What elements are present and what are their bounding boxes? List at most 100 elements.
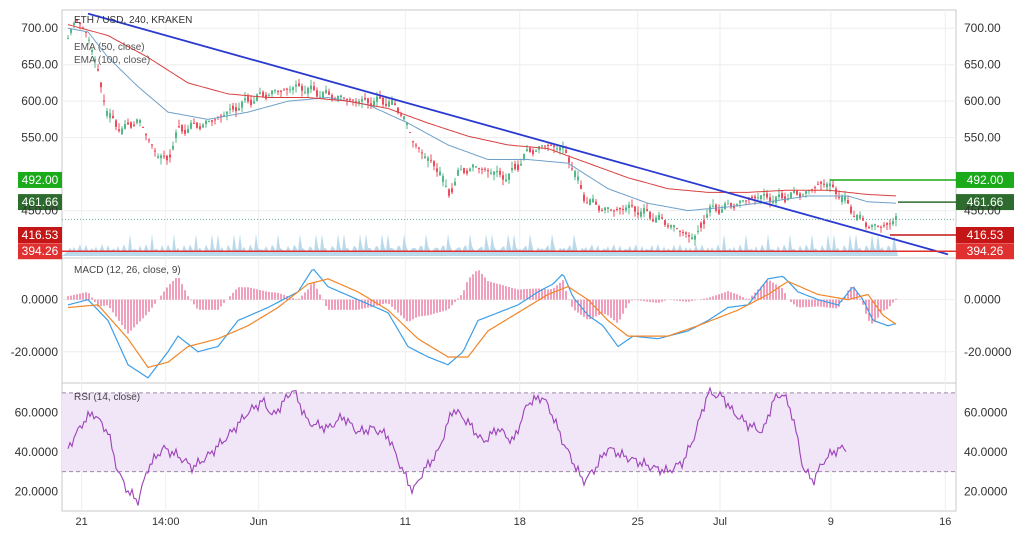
candle-body (88, 39, 90, 41)
candle-body (742, 200, 744, 202)
price-label-right-bg (956, 171, 1014, 188)
price-label-left: 492.00 (22, 173, 59, 187)
candle-body (763, 193, 765, 196)
candle-body (676, 228, 678, 230)
macd-tick-left: 0.0000 (21, 293, 58, 307)
candle-body (337, 95, 339, 100)
candle-body (535, 150, 537, 152)
candle-body (889, 223, 891, 225)
candle-body (82, 27, 84, 29)
candle-body (604, 207, 606, 211)
candle-body (517, 164, 519, 170)
candle-body (583, 194, 585, 202)
candle-body (238, 108, 240, 111)
candle-body (364, 97, 366, 100)
candle-body (790, 192, 792, 199)
candle-body (136, 119, 138, 123)
candle-body (772, 201, 774, 203)
candle-body (781, 193, 783, 199)
candle-body (319, 96, 321, 98)
candle-body (412, 141, 414, 143)
candle-body (427, 157, 429, 161)
candle-body (214, 119, 216, 121)
candle-body (424, 156, 426, 159)
candle-body (448, 189, 450, 196)
candle-body (829, 183, 831, 187)
candle-body (703, 220, 705, 225)
candle-body (460, 169, 462, 171)
candle-body (880, 226, 882, 228)
price-label-right-bg (956, 243, 1014, 260)
candle-body (511, 168, 513, 171)
price-label-right: 416.53 (967, 228, 1004, 242)
ema50-line (67, 27, 897, 212)
candle-body (826, 183, 828, 188)
candle-body (475, 166, 477, 168)
candle-body (814, 187, 816, 189)
candle-body (871, 224, 873, 227)
candle-body (832, 184, 834, 188)
candle-body (592, 198, 594, 203)
candle-body (634, 206, 636, 212)
candle-body (253, 101, 255, 104)
candle-body (616, 208, 618, 210)
time-axis-label: 14:00 (152, 516, 180, 528)
candle-body (454, 181, 456, 186)
candle-body (727, 203, 729, 205)
candle-body (841, 196, 843, 203)
candle-body (181, 125, 183, 132)
candle-body (652, 219, 654, 222)
candle-body (883, 225, 885, 227)
candle-body (589, 199, 591, 206)
candle-body (466, 170, 468, 174)
macd-tick-right: 0.0000 (964, 293, 1001, 307)
candle-body (568, 157, 570, 163)
candle-body (457, 169, 459, 176)
candle-body (175, 132, 177, 139)
price-pane[interactable] (61, 9, 957, 259)
price-tick-right: 700.00 (964, 21, 1001, 35)
candle-body (97, 69, 99, 71)
candle-body (499, 170, 501, 175)
price-label-left-bg (18, 171, 62, 188)
candle-body (472, 164, 474, 168)
candle-body (391, 99, 393, 105)
candle-body (493, 171, 495, 175)
candle-body (730, 202, 732, 208)
macd-tick-left: -20.0000 (11, 345, 59, 359)
candle-body (496, 171, 498, 173)
candle-body (226, 111, 228, 115)
candle-body (541, 145, 543, 147)
symbol-title: ETH / USD, 240, KRAKEN (74, 15, 192, 26)
candle-body (682, 232, 684, 234)
candle-body (619, 207, 621, 210)
candle-body (673, 225, 675, 228)
rsi-overbought-oversold-band (62, 392, 956, 472)
time-axis-label: 25 (632, 516, 644, 528)
candle-body (400, 114, 402, 116)
candle-body (607, 207, 609, 209)
rsi-tick-right: 20.0000 (964, 484, 1008, 498)
price-tick-right: 450.00 (964, 204, 1001, 218)
candle-body (655, 217, 657, 223)
candle-body (322, 91, 324, 98)
candle-body (172, 145, 174, 150)
candle-body (121, 128, 123, 135)
time-axis-label: Jul (713, 516, 727, 528)
candle-body (115, 120, 117, 127)
price-tick-right: 550.00 (964, 131, 1001, 145)
candle-body (373, 100, 375, 106)
candle-body (343, 97, 345, 99)
time-axis-label: 11 (400, 516, 411, 528)
candle-body (502, 175, 504, 180)
candle-body (850, 206, 852, 214)
macd-pane[interactable] (61, 257, 957, 384)
candle-body (823, 183, 825, 185)
candle-body (298, 83, 300, 86)
candle-body (346, 98, 348, 101)
candle-body (352, 99, 354, 101)
candle-body (679, 230, 681, 232)
descending-trend-line[interactable] (87, 12, 949, 256)
